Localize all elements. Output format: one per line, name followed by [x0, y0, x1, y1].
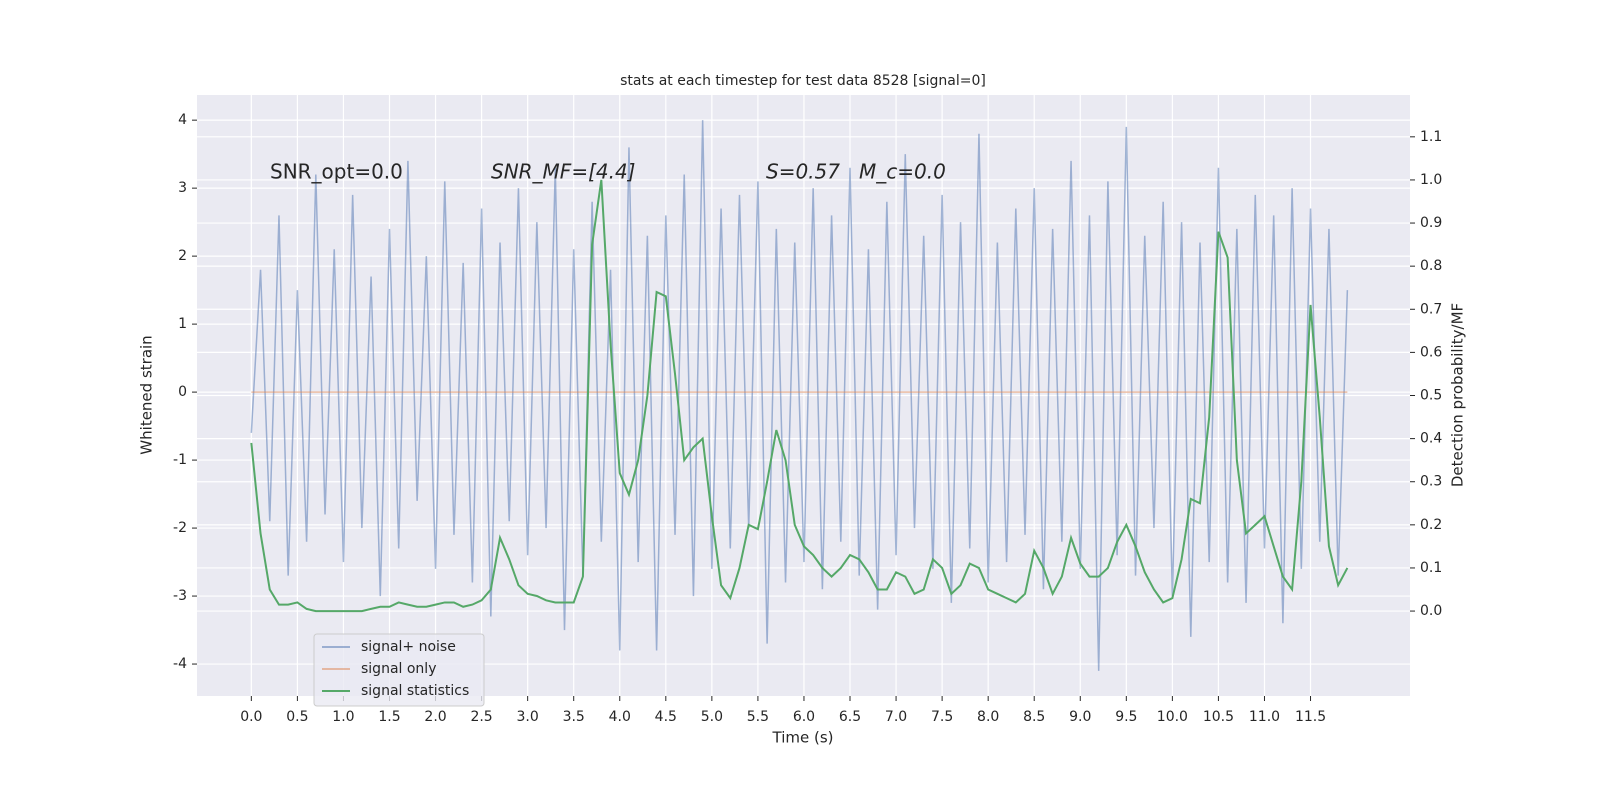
x-tick-label: 2.5: [470, 709, 492, 725]
y2-axis-label: Detection probability/MF: [1449, 303, 1467, 487]
x-tick-label: 7.5: [931, 709, 953, 725]
lines: [250, 120, 1349, 671]
y2-tick-label: 0.6: [1420, 344, 1442, 360]
y-tick-label: 3: [178, 180, 187, 196]
annotation: M_c=0.0: [859, 160, 946, 184]
series-line: [250, 120, 1349, 671]
x-tick-label: 5.5: [747, 709, 769, 725]
chart-title: stats at each timestep for test data 852…: [620, 73, 986, 89]
x-tick-label: 1.5: [378, 709, 400, 725]
y-tick-label: -4: [173, 656, 187, 672]
x-tick-label: 0.0: [240, 709, 262, 725]
x-tick-label: 8.0: [977, 709, 999, 725]
labels: 0.0 0.5 1.0 1.5 2.0 2.5 3.0 3.5 4.0 4.5 5.0 5.5 6.0 6…: [173, 112, 1442, 725]
y-tick-label: 2: [178, 248, 187, 264]
y-tick-label: -3: [173, 588, 187, 604]
y2-tick-label: 0.3: [1420, 474, 1442, 490]
y-tick-label: -1: [173, 452, 187, 468]
y-tick-label: 0: [178, 384, 187, 400]
x-tick-label: 1.0: [332, 709, 354, 725]
y2-tick-label: 0.9: [1420, 215, 1442, 231]
x-tick-label: 4.5: [655, 709, 677, 725]
legend-label: signal only: [361, 661, 436, 677]
y2-tick-label: 0.5: [1420, 388, 1442, 404]
series-line: [250, 179, 1349, 613]
x-tick-label: 10.0: [1157, 709, 1188, 725]
x-tick-label: 6.0: [793, 709, 815, 725]
y2-tick-label: 1.1: [1420, 129, 1442, 145]
x-tick-label: 4.0: [609, 709, 631, 725]
annotation: SNR_opt=0.0: [270, 160, 403, 184]
x-tick-label: 5.0: [701, 709, 723, 725]
y-tick-label: 1: [178, 316, 187, 332]
legend-label: signal statistics: [361, 683, 469, 699]
y2-tick-label: 0.8: [1420, 258, 1442, 274]
x-tick-label: 3.5: [563, 709, 585, 725]
x-tick-label: 7.0: [885, 709, 907, 725]
x-tick-label: 9.5: [1115, 709, 1137, 725]
legend: signal+ noise signal only signal statistic…: [313, 633, 485, 707]
x-tick-label: 10.5: [1203, 709, 1234, 725]
x-tick-label: 0.5: [286, 709, 308, 725]
y-tick-label: -2: [173, 520, 187, 536]
x-tick-label: 11.5: [1295, 709, 1326, 725]
legend-label: signal+ noise: [361, 639, 456, 655]
y2-tick-label: 1.0: [1420, 172, 1442, 188]
x-tick-label: 2.0: [424, 709, 446, 725]
y2-tick-label: 0.1: [1420, 560, 1442, 576]
annotation: SNR_MF=[4.4]: [491, 160, 635, 184]
y2-tick-label: 0.2: [1420, 517, 1442, 533]
x-tick-label: 3.0: [517, 709, 539, 725]
y2-tick-label: 0.4: [1420, 431, 1442, 447]
y2-tick-label: 0.0: [1420, 603, 1442, 619]
x-tick-label: 9.0: [1069, 709, 1091, 725]
y-axis-label: Whitened strain: [138, 335, 156, 454]
x-axis-label: Time (s): [772, 729, 834, 747]
y2-tick-label: 0.7: [1420, 301, 1442, 317]
legend-box: [313, 633, 485, 707]
annotation: S=0.57: [766, 160, 840, 184]
y-tick-label: 4: [178, 112, 187, 128]
x-tick-label: 8.5: [1023, 709, 1045, 725]
x-tick-label: 11.0: [1249, 709, 1280, 725]
x-tick-label: 6.5: [839, 709, 861, 725]
